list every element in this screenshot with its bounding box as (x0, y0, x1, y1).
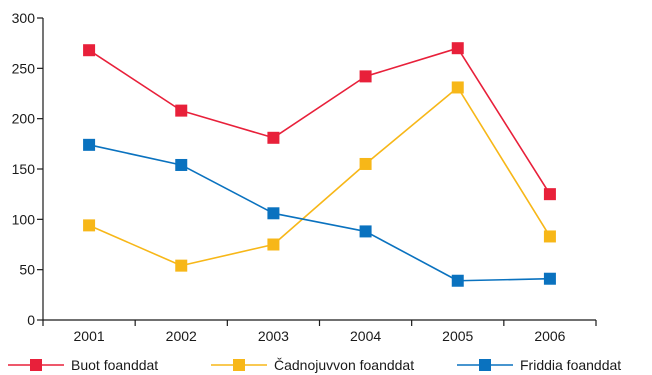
series-2 (83, 81, 556, 272)
legend-item-3: Friddia foanddat (457, 357, 621, 373)
data-point (451, 42, 464, 55)
legend-label: Friddia foanddat (520, 357, 621, 373)
data-point (83, 138, 96, 151)
y-tick-label: 150 (12, 161, 36, 177)
data-point (451, 274, 464, 287)
y-tick-label: 300 (12, 10, 36, 26)
y-tick-label: 50 (19, 262, 35, 278)
legend-label: Buot foanddat (71, 357, 158, 373)
data-point (267, 207, 280, 220)
y-tick-label: 250 (12, 60, 36, 76)
x-tick-label: 2001 (74, 328, 105, 344)
data-point (359, 70, 372, 83)
data-point (451, 81, 464, 94)
data-point (359, 225, 372, 238)
data-point (543, 230, 556, 243)
legend-marker (479, 359, 491, 371)
x-tick-label: 2006 (534, 328, 565, 344)
series-1 (83, 42, 556, 201)
x-tick-label: 2004 (350, 328, 381, 344)
series-line (88, 47, 551, 195)
y-tick-label: 0 (27, 312, 35, 328)
series-line (88, 86, 551, 267)
series-3 (83, 138, 556, 287)
data-point (83, 44, 96, 57)
data-point (175, 104, 188, 117)
y-tick-label: 100 (12, 211, 36, 227)
data-point (543, 188, 556, 201)
data-point (267, 238, 280, 251)
legend-marker (30, 359, 42, 371)
data-point (359, 157, 372, 170)
y-tick-label: 200 (12, 111, 36, 127)
x-tick-label: 2003 (258, 328, 289, 344)
series-layer (83, 42, 556, 287)
legend-marker (233, 359, 245, 371)
data-point (83, 219, 96, 232)
legend-item-2: Čadnojuvvon foanddat (211, 357, 414, 373)
data-point (175, 158, 188, 171)
data-point (267, 131, 280, 144)
x-tick-label: 2005 (442, 328, 473, 344)
data-point (175, 259, 188, 272)
legend-label: Čadnojuvvon foanddat (274, 357, 414, 373)
legend: Buot foanddat Čadnojuvvon foanddat Friddia… (8, 357, 621, 373)
x-tick-label: 2002 (166, 328, 197, 344)
series-line (88, 144, 550, 282)
data-point (543, 272, 556, 285)
axes: 0 50 100 150 200 250 300 2001 2002 2003 2004 2005 20… (12, 10, 597, 344)
legend-item-1: Buot foanddat (8, 357, 158, 373)
